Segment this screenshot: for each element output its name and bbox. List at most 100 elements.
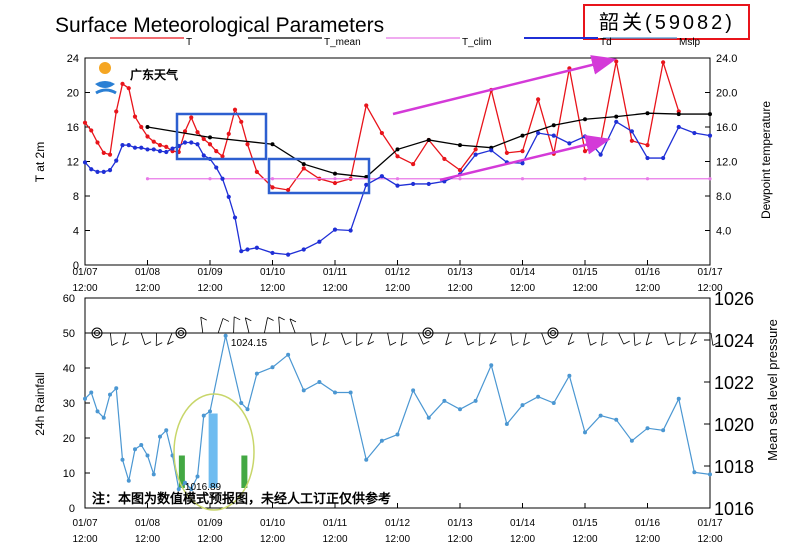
logo-sun-icon <box>99 62 111 74</box>
td-point <box>364 182 369 187</box>
y-tick-label: 16 <box>67 122 79 134</box>
x-tick-label: 12:00 <box>385 283 410 294</box>
t-point <box>332 180 338 186</box>
mslp-point <box>286 352 291 357</box>
calm-wind-icon <box>178 330 184 336</box>
y-tick-label: 10 <box>63 468 75 480</box>
td-point <box>707 133 713 138</box>
top-y2-axis-label: Dewpoint temperature <box>759 101 773 219</box>
t-point <box>245 142 250 147</box>
x-tick-label: 01/07 <box>72 518 97 529</box>
td-point <box>107 168 113 173</box>
t-point <box>145 134 150 139</box>
chart-title: Surface Meteorological Parameters <box>55 14 384 37</box>
t-point <box>661 60 666 65</box>
td-point <box>214 165 219 170</box>
mslp-point <box>317 380 322 384</box>
td-point <box>164 149 169 155</box>
x-tick-label: 12:00 <box>260 283 285 294</box>
t-point <box>629 138 634 143</box>
wind-barb <box>541 332 547 345</box>
y-tick-label: 12 <box>67 157 79 169</box>
x-tick-label: 01/16 <box>635 267 660 278</box>
x-tick-label: 12:00 <box>197 283 222 294</box>
wind-barb <box>356 342 363 346</box>
legend-label-t: T <box>186 37 192 48</box>
wind-barb <box>568 341 575 345</box>
wind-barb <box>389 341 397 346</box>
station-id-box <box>583 4 750 40</box>
wind-barb <box>310 332 313 346</box>
x-tick-label: 12:00 <box>697 283 722 294</box>
x-tick-label: 12:00 <box>697 534 722 545</box>
wind-barb <box>590 341 597 346</box>
mslp-point <box>239 401 244 405</box>
t-mean-point <box>551 123 556 128</box>
wind-barb <box>464 332 469 346</box>
t-point <box>95 140 100 145</box>
y-tick-label: 8 <box>73 191 79 203</box>
td-point <box>567 141 572 146</box>
mslp-point <box>95 409 100 414</box>
mslp-point <box>189 487 194 492</box>
mslp-point <box>645 426 650 431</box>
x-tick-label: 12:00 <box>635 283 660 294</box>
td-point <box>226 194 231 199</box>
t-clim-point <box>208 177 212 181</box>
td-point <box>317 239 322 244</box>
wind-barb <box>445 332 450 346</box>
td-point <box>95 169 100 174</box>
trend-arrow <box>392 55 617 116</box>
t-point <box>645 143 650 148</box>
td-point <box>254 245 259 250</box>
wind-barb <box>140 332 146 345</box>
x-tick-label: 12:00 <box>135 283 160 294</box>
mslp-point <box>536 394 541 399</box>
td-point <box>582 134 588 139</box>
t-point <box>270 185 275 190</box>
mslp-point <box>676 396 681 401</box>
mslp-point <box>364 457 369 462</box>
mslp-point <box>114 386 119 391</box>
t-mean-point <box>583 117 587 122</box>
td-point <box>598 152 603 157</box>
logo-wave-icon <box>95 81 115 88</box>
x-tick-label: 12:00 <box>635 534 660 545</box>
x-tick-label: 12:00 <box>72 534 97 545</box>
mslp-point <box>83 396 87 401</box>
t-point <box>504 150 509 155</box>
t-point <box>395 154 400 159</box>
x-tick-label: 01/10 <box>260 267 285 278</box>
mslp-point <box>139 443 144 447</box>
x-tick-label: 01/09 <box>197 267 222 278</box>
t-mean-point <box>458 143 462 148</box>
x-tick-label: 12:00 <box>385 534 410 545</box>
t-point <box>82 120 88 125</box>
t-point <box>120 81 125 86</box>
wind-barb <box>387 332 391 346</box>
td-point <box>145 147 150 152</box>
t-point <box>457 168 463 173</box>
y2-tick-label: 1016 <box>714 499 754 519</box>
x-tick-label: 01/14 <box>510 518 535 529</box>
t-clim-point <box>395 177 400 181</box>
legend-label-t_mean: T_mean <box>324 37 361 48</box>
mslp-point <box>164 428 169 433</box>
wind-barb <box>601 342 608 346</box>
x-tick-label: 12:00 <box>322 534 347 545</box>
t-mean-point <box>208 135 212 140</box>
wind-barb <box>289 318 296 334</box>
mslp-point <box>176 487 181 492</box>
x-tick-label: 01/12 <box>385 518 410 529</box>
td-point <box>220 176 225 181</box>
wind-barb <box>267 317 274 321</box>
t-clim-point <box>458 177 462 181</box>
mslp-point <box>223 333 228 338</box>
td-point <box>189 140 194 145</box>
x-tick-label: 01/15 <box>572 267 597 278</box>
t-point <box>286 187 291 193</box>
mslp-point <box>254 371 259 376</box>
t-clim-point <box>583 177 587 181</box>
mslp-point <box>661 428 666 433</box>
t-point <box>536 97 541 102</box>
